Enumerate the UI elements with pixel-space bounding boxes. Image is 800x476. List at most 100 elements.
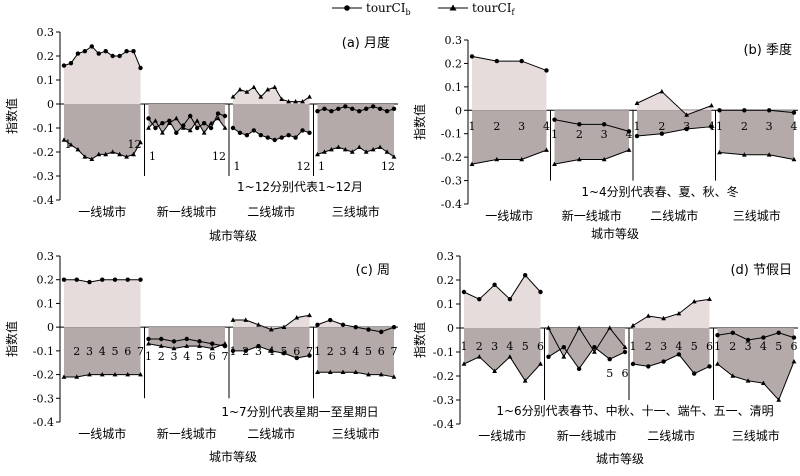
- point-b: [215, 111, 221, 116]
- panel-title: (d) 节假日: [730, 263, 792, 278]
- area-b: [472, 56, 547, 111]
- point-label: 6: [124, 345, 131, 358]
- point-f: [307, 312, 312, 318]
- point-label: 1: [149, 150, 156, 163]
- point-b: [730, 330, 735, 335]
- point-label: 1: [234, 160, 241, 173]
- y-tick-label: 0.3: [445, 34, 463, 47]
- point-label: 7: [306, 345, 313, 358]
- x-group-label: 新一线城市: [157, 426, 217, 441]
- point-label: 4: [352, 345, 359, 358]
- point-label: 2: [158, 350, 165, 363]
- point-f: [707, 296, 712, 301]
- y-tick-label: 0.3: [437, 250, 455, 263]
- point-f: [791, 359, 797, 364]
- point-f: [717, 149, 722, 155]
- point-b: [230, 125, 236, 131]
- point-label: 4: [760, 340, 767, 353]
- series-line-f: [554, 149, 630, 165]
- point-b: [776, 330, 781, 335]
- y-tick-label: 0.1: [445, 81, 463, 94]
- point-b: [379, 329, 384, 335]
- point-label: 3: [601, 128, 608, 141]
- point-label: 1: [318, 160, 325, 173]
- point-b: [160, 121, 165, 126]
- point-f: [315, 151, 320, 157]
- point-b: [201, 121, 207, 126]
- point-label: 3: [171, 350, 178, 363]
- point-b: [75, 51, 81, 56]
- y-tick-label: -0.2: [441, 151, 462, 164]
- point-f: [265, 87, 271, 92]
- point-f: [61, 137, 67, 142]
- point-b: [89, 44, 95, 49]
- area-f: [233, 315, 310, 330]
- point-f: [286, 99, 292, 104]
- point-f: [272, 84, 278, 89]
- point-label: 2: [658, 120, 665, 133]
- point-label: 2: [476, 340, 483, 353]
- y-tick-label: -0.1: [441, 128, 462, 141]
- point-b: [707, 364, 712, 369]
- point-f: [492, 368, 497, 373]
- series-line-b: [548, 346, 626, 370]
- series-line-f: [636, 90, 712, 116]
- point-label: 5: [522, 340, 529, 353]
- point-b: [577, 122, 582, 127]
- point-b: [256, 343, 261, 349]
- point-b: [370, 104, 376, 109]
- point-f: [676, 311, 682, 316]
- y-tick-label: 0.3: [37, 250, 55, 263]
- point-f: [279, 96, 285, 101]
- point-f: [370, 147, 376, 152]
- point-b: [469, 54, 475, 59]
- series-line-f: [463, 356, 541, 382]
- x-group-label: 新一线城市: [557, 428, 617, 443]
- y-axis-label: 指数值: [4, 321, 19, 357]
- series-line-f: [719, 151, 795, 160]
- point-b: [230, 348, 236, 354]
- point-f: [146, 125, 151, 130]
- point-b: [791, 110, 797, 115]
- point-b: [87, 279, 92, 285]
- point-f: [546, 325, 551, 330]
- series-line-f: [471, 149, 547, 165]
- point-b: [307, 130, 312, 135]
- point-b: [391, 106, 397, 112]
- point-f: [74, 374, 80, 379]
- point-label: 4: [268, 345, 275, 358]
- point-b: [350, 106, 355, 112]
- area-f: [64, 327, 141, 377]
- point-b: [197, 339, 202, 344]
- x-group-label: 一线城市: [78, 426, 126, 441]
- point-label: 4: [183, 350, 190, 363]
- point-b: [153, 125, 158, 131]
- point-f: [391, 374, 397, 379]
- point-b: [576, 366, 582, 371]
- point-b: [244, 133, 250, 138]
- point-label: 6: [378, 345, 385, 358]
- point-b: [709, 124, 714, 129]
- point-f: [268, 326, 274, 332]
- point-b: [184, 336, 189, 342]
- legend-label-f: tourCIf: [472, 1, 515, 17]
- point-label: 4: [708, 120, 715, 133]
- point-label: 4: [506, 340, 513, 353]
- series-line-b: [717, 332, 795, 341]
- point-label: 5: [112, 345, 119, 358]
- point-label: 5: [281, 345, 288, 358]
- series-line-b: [636, 126, 712, 137]
- point-b: [523, 273, 528, 278]
- point-f: [307, 94, 312, 99]
- point-b: [607, 357, 612, 362]
- series-line-f: [717, 361, 795, 401]
- x-group-label: 一线城市: [478, 428, 526, 443]
- point-f: [187, 127, 193, 133]
- point-f: [776, 397, 782, 402]
- point-b: [742, 108, 747, 113]
- point-f: [494, 156, 500, 162]
- point-label: 3: [86, 345, 93, 358]
